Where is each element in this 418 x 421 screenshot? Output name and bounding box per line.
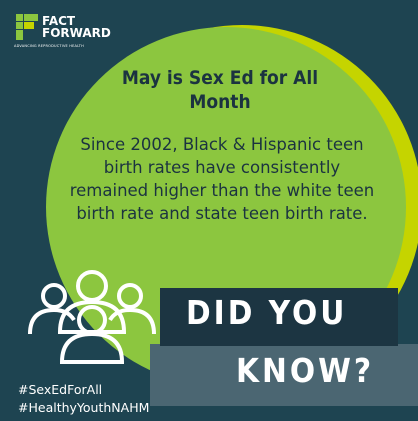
- body-text: Since 2002, Black & Hispanic teen birth …: [69, 135, 375, 223]
- people-icon: [28, 270, 156, 364]
- hashtag: #SexEdForAll: [18, 382, 103, 397]
- logo-tagline: ADVANCING REPRODUCTIVE HEALTH: [14, 44, 84, 48]
- logo-text: FACT FORWARD: [42, 15, 111, 39]
- banner-text: KNOW?: [236, 351, 375, 390]
- hashtag: #HealthyYouthNAHM: [18, 400, 150, 415]
- logo-line: FORWARD: [42, 26, 111, 40]
- logo-line: FACT: [42, 14, 76, 28]
- title: May is Sex Ed for All Month: [121, 67, 319, 113]
- banner-text: DID YOU: [186, 293, 348, 332]
- banner-front: [160, 288, 398, 346]
- logo-mark: [16, 14, 38, 40]
- hashtags: #SexEdForAll #HealthyYouthNAHM: [18, 381, 149, 417]
- banner-back: [150, 344, 418, 406]
